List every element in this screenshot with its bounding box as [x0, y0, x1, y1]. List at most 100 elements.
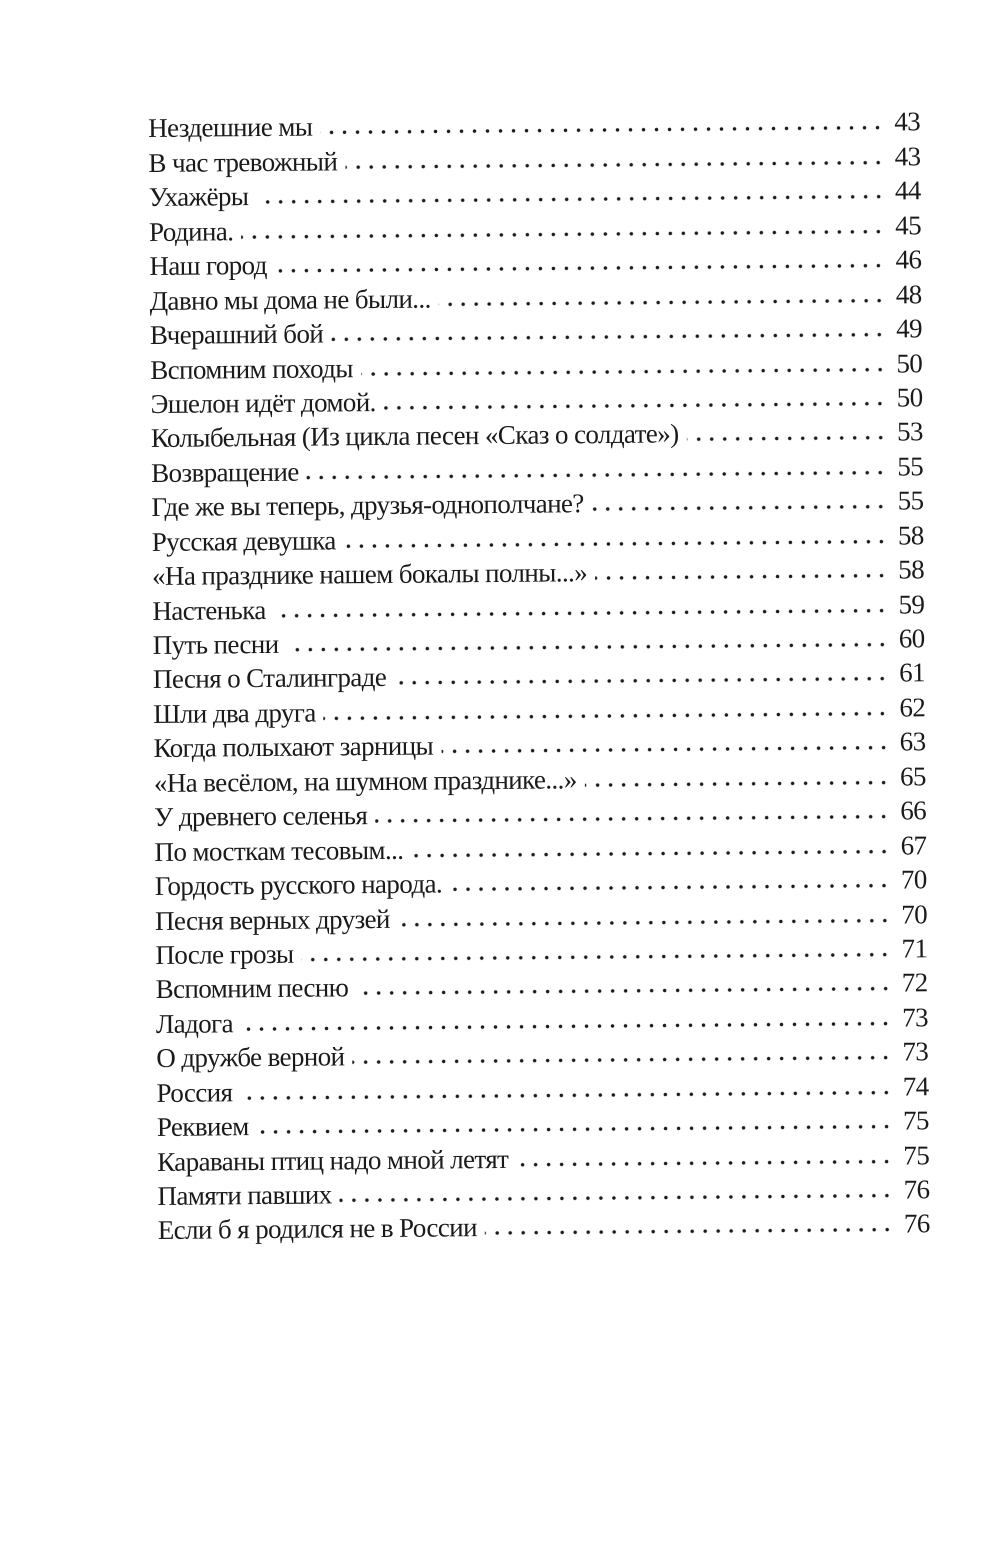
- toc-entry-page: 70: [900, 864, 927, 895]
- toc-entry-page: 43: [894, 141, 921, 172]
- toc-entry-page: 62: [899, 692, 926, 723]
- toc-entry-page: 73: [902, 1036, 929, 1067]
- dot-leader: [595, 571, 889, 583]
- toc-entry-title: Реквием: [156, 1111, 249, 1143]
- dot-leader: [394, 674, 890, 688]
- dot-leader: [343, 537, 888, 550]
- dot-leader: [441, 743, 890, 756]
- toc-entry-title: Вспомним песню: [155, 972, 349, 1005]
- toc-entry-page: 71: [901, 933, 928, 964]
- toc-entry-title: Если б я родился не в России: [157, 1212, 478, 1246]
- dot-leader: [375, 812, 891, 826]
- dot-leader: [591, 502, 888, 514]
- toc-entry-title: О дружбе верной: [156, 1041, 345, 1074]
- toc-entry-title: Ухажёры: [148, 181, 249, 213]
- toc-entry-title: Вчерашний бой: [149, 318, 324, 351]
- dot-leader: [240, 1088, 893, 1102]
- dot-leader: [450, 881, 891, 894]
- toc-entry-page: 66: [900, 795, 927, 826]
- dot-leader: [241, 227, 886, 241]
- toc-entry-page: 43: [894, 106, 921, 137]
- toc-entry-page: 76: [903, 1174, 930, 1205]
- dot-leader: [438, 296, 886, 309]
- toc-entry-title: Где же вы теперь, друзья-однополчане?: [151, 488, 584, 523]
- dot-leader: [686, 433, 887, 444]
- toc-entry-title: После грозы: [155, 938, 294, 970]
- toc-entry-title: Гордость русского народа.: [154, 868, 443, 902]
- toc-entry-title: Караваны птиц надо мной летят: [157, 1143, 509, 1177]
- dot-leader: [306, 468, 888, 482]
- dot-leader: [360, 365, 887, 378]
- toc-entry-page: 50: [896, 347, 923, 378]
- toc-entry: Если б я родился не в России 76: [158, 1205, 930, 1246]
- toc-entry-page: 74: [902, 1070, 929, 1102]
- toc-entry-page: 65: [899, 760, 926, 792]
- toc-entry-title: Путь песни: [152, 628, 279, 660]
- toc-entry-page: 72: [901, 967, 928, 998]
- toc-entry-page: 75: [903, 1139, 930, 1171]
- dot-leader: [345, 158, 885, 172]
- toc-entry-title: По мосткам тесовым...: [154, 834, 404, 867]
- dot-leader: [383, 399, 887, 412]
- toc-entry-page: 44: [894, 175, 921, 206]
- dot-leader: [411, 847, 891, 860]
- toc-entry-page: 61: [898, 657, 926, 688]
- toc-entry-title: Русская девушка: [151, 525, 336, 557]
- toc-entry-page: 55: [897, 485, 924, 516]
- toc-entry-page: 60: [898, 623, 925, 654]
- table-of-contents: Нездешние мы 43 В час тревожный 43 Ухажёры 44…: [148, 103, 930, 1246]
- toc-entry-title: Нездешние мы: [148, 112, 313, 144]
- dot-leader: [274, 261, 886, 276]
- toc-entry-title: Наш город: [149, 250, 267, 282]
- toc-entry-page: 67: [900, 829, 927, 861]
- dot-leader: [323, 709, 890, 723]
- toc-entry-page: 53: [896, 416, 923, 447]
- toc-entry-title: Россия: [156, 1076, 233, 1108]
- toc-entry-title: Настенька: [152, 594, 266, 626]
- toc-entry-title: Песня верных друзей: [154, 903, 390, 936]
- toc-entry-title: Колыбельная (Из цикла песен «Сказ о солд…: [150, 418, 679, 454]
- toc-entry-title: Памяти павших: [157, 1179, 332, 1211]
- toc-entry-page: 45: [895, 210, 922, 241]
- dot-leader: [320, 124, 885, 137]
- dot-leader: [397, 916, 892, 929]
- toc-entry-title: Шли два друга: [153, 697, 316, 729]
- dot-leader: [256, 1122, 893, 1137]
- toc-entry-page: 58: [897, 519, 924, 551]
- dot-leader: [339, 1191, 894, 1205]
- dot-leader: [584, 778, 890, 789]
- toc-entry-page: 73: [902, 1002, 929, 1033]
- dot-leader: [256, 192, 885, 207]
- toc-entry-title: Песня о Сталинграде: [152, 662, 387, 695]
- toc-entry-title: У древнего селенья: [154, 800, 368, 833]
- dot-leader: [484, 1225, 894, 1238]
- dot-leader: [273, 606, 889, 620]
- toc-entry-page: 70: [901, 898, 928, 929]
- toc-entry-page: 46: [895, 244, 922, 275]
- toc-entry-page: 50: [896, 382, 923, 413]
- toc-entry-title: Давно мы дома не были...: [149, 283, 431, 316]
- toc-entry-title: «На празднике нашем бокалы полны...»: [151, 557, 588, 592]
- toc-entry-title: Эшелон идёт домой.: [150, 386, 376, 419]
- toc-entry-page: 59: [898, 588, 925, 620]
- toc-entry-title: Возвращение: [151, 456, 299, 488]
- toc-entry-title: В час тревожный: [148, 146, 338, 178]
- dot-leader: [286, 640, 889, 654]
- dot-leader: [301, 950, 892, 964]
- toc-entry-title: Когда полыхают зарницы: [153, 730, 434, 764]
- toc-entry-title: Родина.: [148, 216, 234, 247]
- dot-leader: [516, 1157, 894, 1169]
- toc-entry-page: 63: [899, 726, 926, 757]
- dot-leader: [240, 1019, 893, 1034]
- dot-leader: [352, 1053, 893, 1067]
- toc-entry-title: Ладога: [155, 1008, 234, 1039]
- dot-leader: [356, 984, 892, 998]
- toc-entry-page: 58: [898, 554, 925, 585]
- toc-entry-page: 75: [902, 1105, 929, 1136]
- toc-entry-page: 49: [895, 313, 923, 344]
- toc-entry-title: «На весёлом, на шумном празднике...»: [153, 764, 577, 798]
- toc-entry-page: 55: [897, 451, 924, 482]
- toc-entry-page: 48: [895, 278, 922, 310]
- dot-leader: [331, 330, 887, 344]
- toc-entry-page: 76: [903, 1208, 930, 1239]
